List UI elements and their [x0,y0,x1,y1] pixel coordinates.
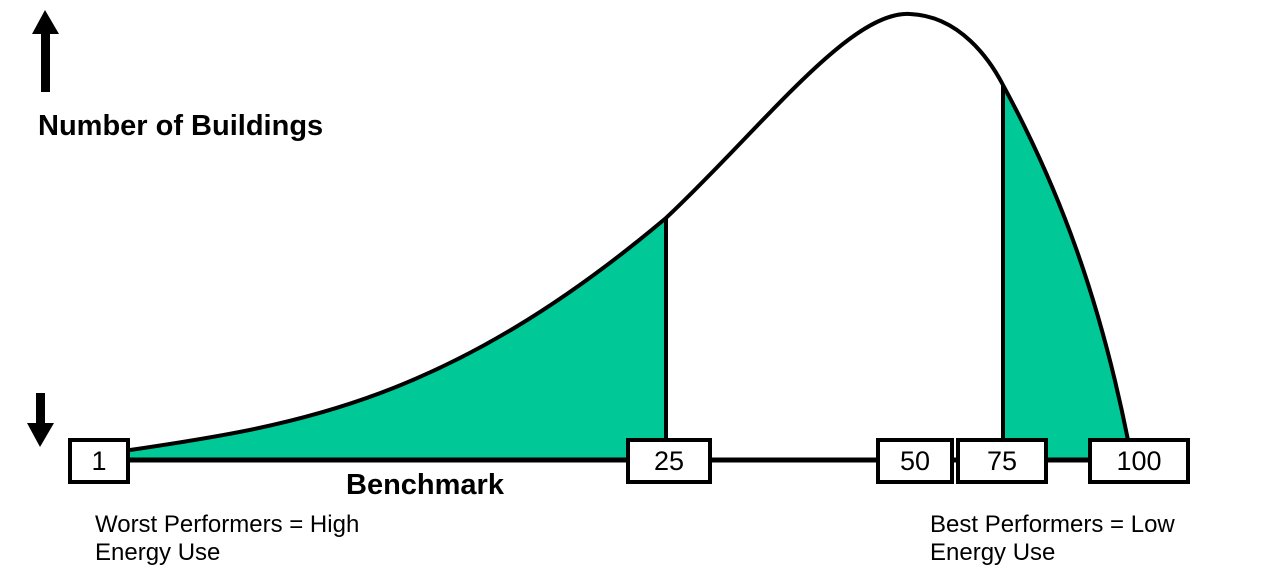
down-arrow [27,393,54,447]
distribution-curve [129,11,1130,452]
up-arrow [32,10,59,92]
best-area [1003,85,1128,460]
percentile-box [1088,438,1190,484]
percentile-box [956,438,1048,484]
percentile-label: 25 [654,446,684,476]
left-note: Energy Use [95,539,220,566]
percentile-label: 100 [1116,446,1161,476]
percentile-box [626,438,712,484]
right-note: Best Performers = Low [930,511,1175,538]
axis-label: Number of Buildings [38,110,323,142]
percentile-label: 75 [987,446,1017,476]
benchmark-label: Benchmark [346,469,505,501]
left-note: Worst Performers = High [95,511,359,538]
percentile-box [68,438,130,484]
percentile-box [876,438,954,484]
right-note: Energy Use [930,539,1055,566]
worst-area [130,218,666,460]
percentile-label: 1 [91,446,106,476]
percentile-label: 50 [900,446,930,476]
